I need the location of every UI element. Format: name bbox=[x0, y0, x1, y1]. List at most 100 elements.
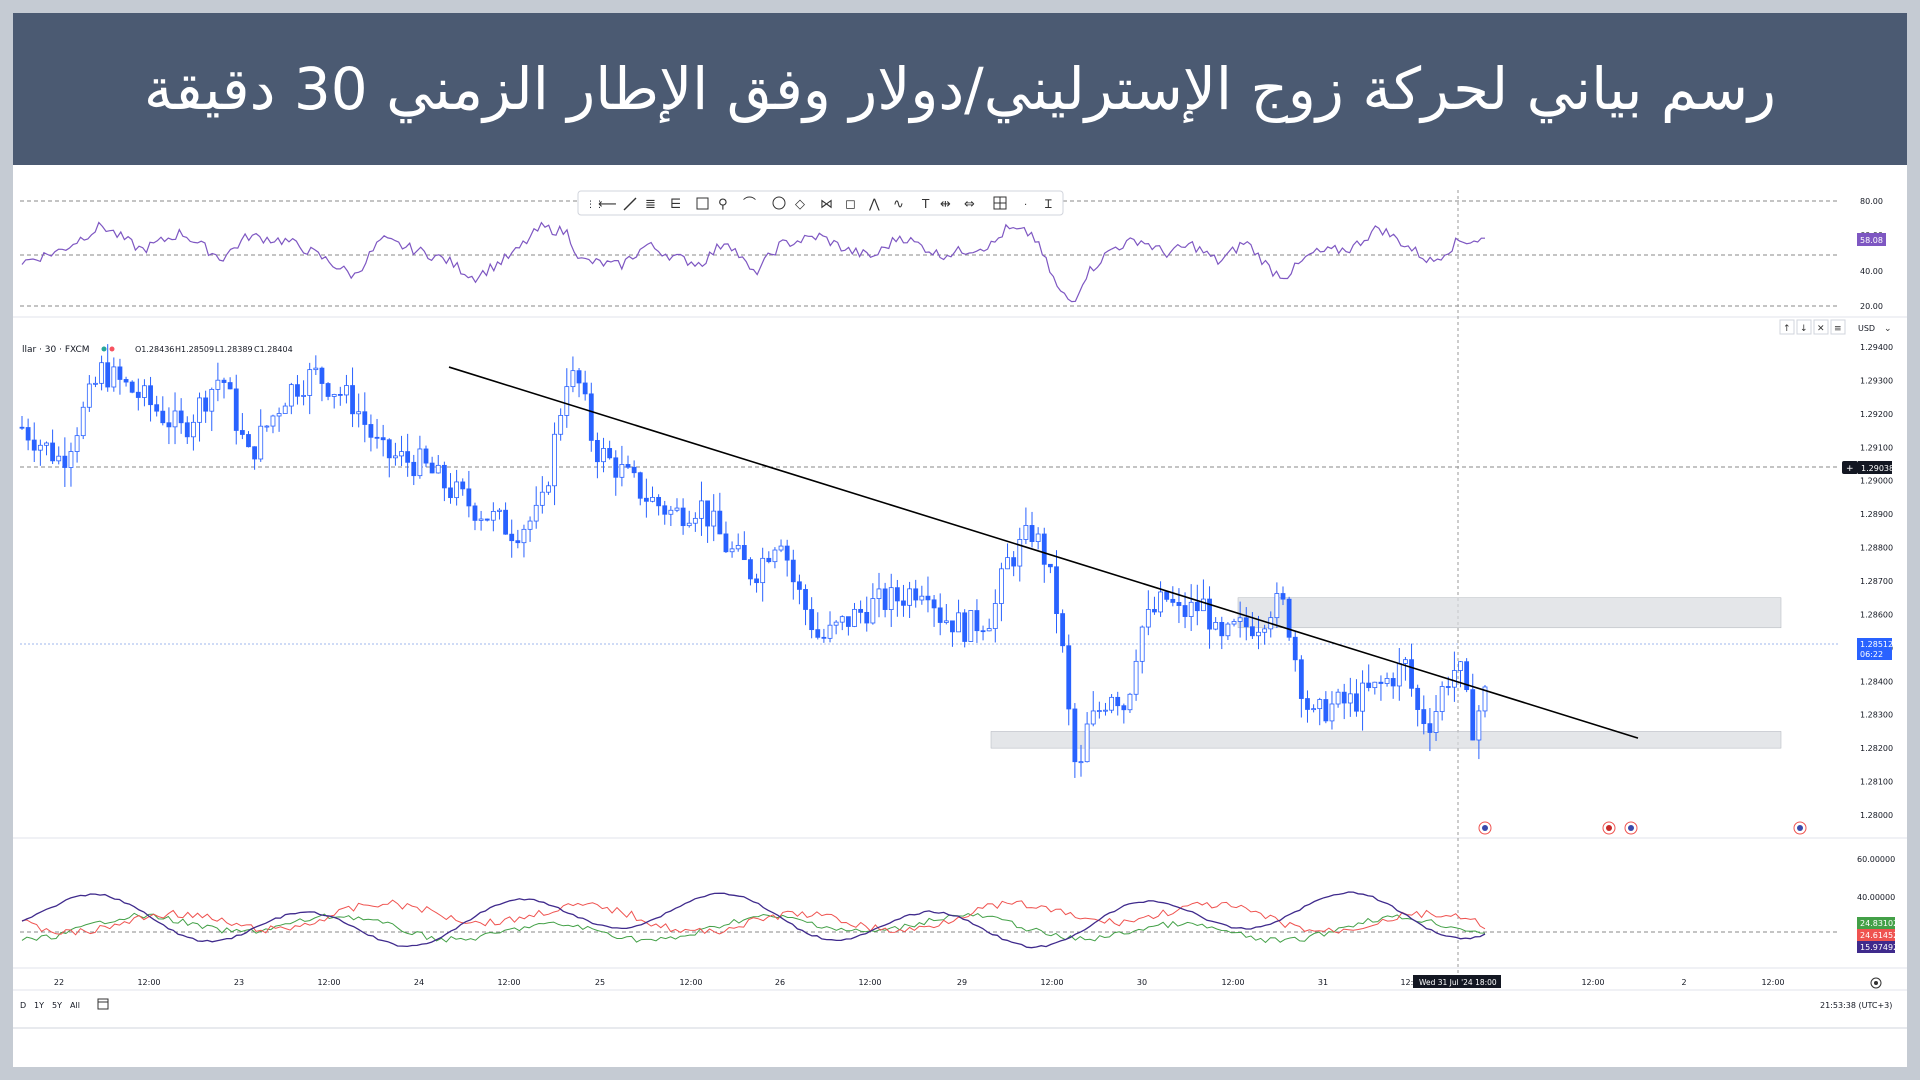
candle-body bbox=[631, 466, 637, 474]
candle-body bbox=[992, 603, 998, 629]
candle-body bbox=[99, 362, 104, 384]
candle-body bbox=[1396, 663, 1402, 687]
drag-handle-icon[interactable]: ⋮⋮ bbox=[586, 200, 604, 210]
candle-body bbox=[668, 509, 674, 515]
price-axis[interactable]: 1.29400 1.29300 1.29200 1.29100 1.29000 1.289… bbox=[1860, 343, 1893, 820]
scroll-up-icon[interactable]: ↑ bbox=[1783, 324, 1791, 334]
text-cursor-icon[interactable]: Ɪ bbox=[1045, 197, 1052, 211]
candle-body bbox=[411, 461, 417, 477]
price-range-tool-icon[interactable]: ⇹ bbox=[940, 197, 951, 212]
xabcd-tool-icon[interactable]: ⋀ bbox=[868, 197, 880, 212]
time-axis[interactable]: 22 12:00 23 12:00 24 12:00 25 12:00 26 12:00 29 12:… bbox=[54, 978, 1785, 987]
time-tick: 12:00 bbox=[1221, 978, 1244, 987]
range-1y[interactable]: 1Y bbox=[34, 1001, 44, 1010]
candle-body bbox=[215, 379, 221, 390]
candle-body bbox=[270, 415, 276, 427]
pattern-tool-icon[interactable]: ⋈ bbox=[820, 197, 833, 212]
descending-trendline[interactable] bbox=[448, 366, 1639, 739]
diamond-tool-icon[interactable]: ◇ bbox=[795, 197, 805, 212]
arrow-left-icon[interactable]: ⟵ bbox=[598, 197, 617, 212]
bar-countdown: 06:22 bbox=[1860, 650, 1883, 659]
candle-body bbox=[650, 496, 655, 502]
candle-body bbox=[148, 385, 153, 406]
currency-label[interactable]: USD bbox=[1858, 324, 1875, 333]
elliott-tool-icon[interactable]: ∿ bbox=[893, 197, 904, 212]
candle-body bbox=[888, 587, 894, 610]
time-tick: 23 bbox=[234, 978, 244, 987]
candle-body bbox=[692, 517, 698, 524]
range-5y[interactable]: 5Y bbox=[52, 1001, 62, 1010]
ohlc-low: L1.28389 bbox=[215, 345, 253, 354]
candle-body bbox=[858, 608, 864, 613]
candle-body bbox=[613, 457, 619, 478]
candle-body bbox=[864, 611, 870, 624]
crosshair-plus-button[interactable] bbox=[1842, 461, 1858, 474]
menu-icon[interactable]: ≡ bbox=[1834, 324, 1842, 334]
candle-body bbox=[368, 424, 374, 438]
candle-body bbox=[172, 410, 178, 428]
candle-body bbox=[803, 589, 808, 610]
fib-tool-icon[interactable]: ≣ bbox=[645, 197, 656, 212]
pitchfork-tool-icon[interactable]: ⋿ bbox=[670, 197, 681, 212]
candle-body bbox=[221, 379, 227, 383]
event-markers[interactable] bbox=[1478, 821, 1807, 835]
candle-body bbox=[607, 448, 613, 459]
range-all[interactable]: All bbox=[70, 1001, 80, 1010]
candle-body bbox=[405, 451, 411, 463]
candle-body bbox=[913, 588, 919, 601]
candle-body bbox=[735, 545, 741, 550]
scale-controls[interactable]: ↑ ↓ ✕ ≡ USD ⌄ bbox=[1779, 319, 1892, 335]
trend-line-tool-icon[interactable] bbox=[623, 197, 637, 211]
brush-tool-icon[interactable]: ⚲ bbox=[718, 197, 728, 212]
time-tick: 26 bbox=[775, 978, 785, 987]
date-range-tool-icon[interactable]: ⇔ bbox=[964, 197, 975, 212]
candle-body bbox=[1427, 723, 1433, 733]
candle-body bbox=[1360, 682, 1365, 712]
resistance-zone[interactable] bbox=[1237, 597, 1782, 629]
candle-body bbox=[1017, 539, 1023, 567]
more-tools-icon[interactable]: · bbox=[1024, 200, 1027, 211]
candle-body bbox=[472, 505, 478, 521]
time-tick: 24 bbox=[414, 978, 424, 987]
collapse-icon[interactable]: ✕ bbox=[1817, 324, 1825, 334]
circle-tool-icon[interactable] bbox=[772, 196, 786, 210]
candle-body bbox=[1090, 710, 1096, 725]
utc-clock[interactable]: 21:53:38 (UTC+3) bbox=[1820, 1001, 1892, 1010]
candle-body bbox=[301, 395, 306, 397]
ohlc-high: H1.28509 bbox=[175, 345, 214, 354]
dmi-plus-value: 24.83102 bbox=[1860, 919, 1898, 928]
candle-body bbox=[1403, 659, 1408, 664]
range-d[interactable]: D bbox=[20, 1001, 26, 1010]
callout-tool-icon[interactable]: ◻ bbox=[845, 197, 856, 212]
time-tick: 12:00 bbox=[317, 978, 340, 987]
crosshair-price: 1.29038 bbox=[1861, 464, 1894, 473]
candle-body bbox=[570, 370, 576, 388]
rectangle-tool-icon[interactable] bbox=[696, 197, 709, 210]
candle-body bbox=[833, 621, 839, 626]
plus-icon[interactable]: + bbox=[1846, 464, 1854, 474]
candle-body bbox=[729, 548, 735, 553]
calendar-icon[interactable] bbox=[97, 998, 109, 1010]
settings-gear-icon[interactable] bbox=[1870, 977, 1882, 989]
drawing-toolbar[interactable]: ⋮⋮ ⟵ ≣ ⋿ ⚲ ⌒ ◇ ⋈ ◻ ⋀ ∿ T ⇹ ⇔ · Ɪ bbox=[577, 190, 1064, 216]
path-tool-icon[interactable]: ⌒ bbox=[743, 197, 756, 212]
candle-body bbox=[1005, 557, 1010, 570]
symbol-label[interactable]: llar · 30 · FXCM bbox=[22, 345, 90, 355]
candle-body bbox=[656, 496, 662, 507]
candle-body bbox=[56, 455, 62, 462]
candle-body bbox=[1035, 533, 1041, 543]
price-tick: 1.29400 bbox=[1860, 343, 1893, 352]
support-zone[interactable] bbox=[990, 731, 1782, 749]
scroll-down-icon[interactable]: ↓ bbox=[1800, 324, 1808, 334]
time-tick: 12:00 bbox=[679, 978, 702, 987]
candle-body bbox=[1152, 609, 1157, 613]
dmi-axis[interactable]: 60.00000 40.00000 bbox=[1857, 855, 1895, 902]
cursor-date-badge bbox=[1413, 975, 1501, 988]
candle-body bbox=[827, 624, 833, 639]
currency-chevron-icon[interactable]: ⌄ bbox=[1884, 324, 1892, 334]
candle-body bbox=[1470, 689, 1476, 741]
candle-body bbox=[288, 384, 294, 407]
rsi-tick: 20.00 bbox=[1860, 302, 1883, 311]
text-tool-icon[interactable]: T bbox=[921, 197, 930, 211]
